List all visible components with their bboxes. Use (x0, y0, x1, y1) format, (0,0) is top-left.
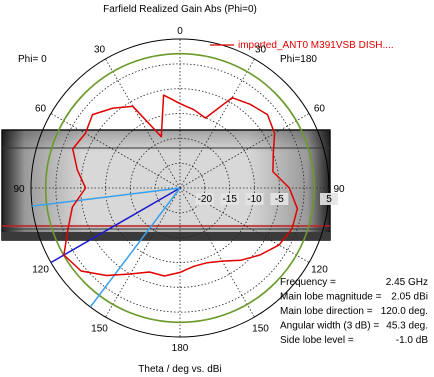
angle-tick-90: 90 (13, 184, 25, 195)
radial-tick-bg (270, 193, 289, 205)
grid-spoke (179, 187, 255, 318)
legend: imported_ANT0 M391VSB DISH.... (210, 40, 394, 51)
polar-grid (30, 38, 330, 338)
beamwidth-edge-2-line (89, 187, 181, 308)
info-value: 45.3 deg. (386, 321, 428, 332)
angle-tick-60: 60 (35, 104, 47, 115)
angle-tick-30: 30 (94, 45, 106, 56)
info-label: Main lobe magnitude = (280, 292, 382, 303)
info-value: 2.45 GHz (386, 277, 428, 288)
grid-circle (30, 38, 330, 338)
main-lobe-circle (44, 52, 316, 324)
angle-tick-120-right: 120 (311, 265, 328, 276)
radial-tick-label: -15 (222, 194, 237, 205)
info-block: Frequency = 2.45 GHz Main lobe magnitude =… (280, 277, 428, 346)
grid-spoke (105, 58, 181, 189)
grid-spoke (179, 58, 255, 189)
info-label: Angular width (3 dB) = (280, 321, 379, 332)
radial-tick-label: -10 (247, 194, 262, 205)
angle-tick-150-right: 150 (252, 323, 269, 334)
main-lobe-line (50, 187, 181, 264)
radial-tick-label: -5 (275, 194, 284, 205)
radial-tick-bg (220, 193, 239, 205)
phi-left-label: Phi= 0 (18, 54, 47, 65)
angle-tick-30-right: 30 (255, 45, 267, 56)
radial-tick-bg (195, 193, 214, 205)
grid-spoke (179, 113, 310, 189)
info-label: Main lobe direction = (280, 306, 373, 317)
x-axis-label: Theta / deg vs. dBi (138, 364, 221, 375)
chart-title: Farfield Realized Gain Abs (Phi=0) (103, 4, 257, 15)
radial-tick-bg (245, 193, 264, 205)
phi-right-label: Phi=180 (280, 54, 317, 65)
angle-tick-180: 180 (172, 343, 189, 354)
info-label: Side lobe level = (280, 335, 354, 346)
device-photo-overlay (1, 129, 331, 241)
radial-tick-label: -20 (198, 194, 213, 205)
info-value: 120.0 deg. (381, 306, 428, 317)
angle-tick-120: 120 (32, 265, 49, 276)
info-value: 2.05 dBi (391, 292, 428, 303)
grid-spoke (50, 113, 181, 189)
info-value: -1.0 dB (396, 335, 429, 346)
grid-spoke (105, 187, 181, 318)
plot-marks (32, 52, 316, 324)
beamwidth-edge-1-line (32, 187, 181, 207)
radial-tick-bg (320, 193, 338, 205)
gain-pattern-curve (63, 94, 299, 277)
legend-label: imported_ANT0 M391VSB DISH.... (238, 40, 394, 51)
grid-circle (55, 63, 305, 313)
radial-tick-label: 5 (326, 194, 332, 205)
axis-labels: 0 30 30 60 60 90 90 120 120 150 150 180 -20 -15 -10 -5 5 (13, 26, 345, 354)
angle-tick-90-right: 90 (333, 184, 345, 195)
info-label: Frequency = (280, 277, 336, 288)
angle-tick-60-right: 60 (314, 104, 326, 115)
angle-tick-150: 150 (91, 323, 108, 334)
angle-tick-0: 0 (177, 26, 183, 37)
